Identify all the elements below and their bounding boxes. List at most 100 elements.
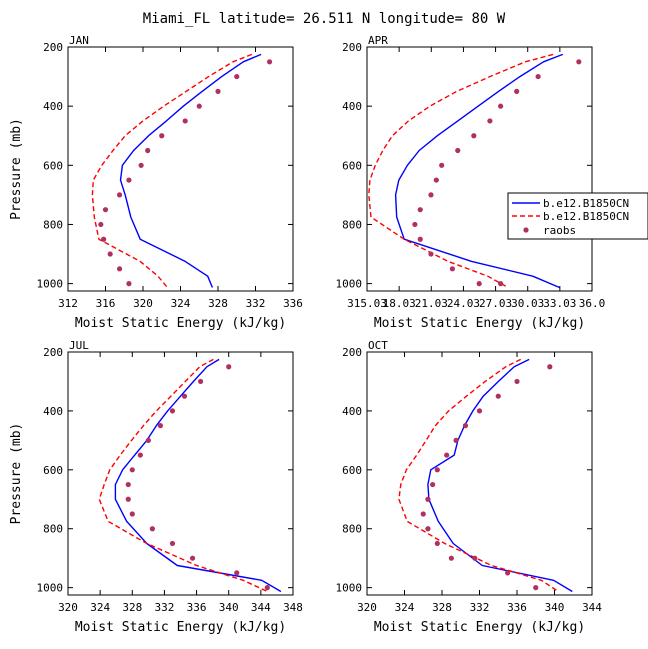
chart-oct: OCT 320 324 328 332 336 340 344 200 400 600 800 1000… — [336, 339, 603, 635]
chart-apr-series-model-solid — [394, 53, 564, 289]
chart-apr-y-tick-label: 400 — [342, 100, 362, 113]
chart-jul: JUL 320 324 328 332 336 340 344 348 200 400 600 800 1… — [9, 339, 303, 635]
chart-oct-series-model-dashed — [398, 358, 559, 593]
chart-jul-y-tick-label: 1000 — [37, 582, 64, 595]
chart-apr-x-tick-label: 33.03 — [543, 297, 576, 310]
chart-jan-plot-frame — [67, 46, 294, 292]
chart-apr-x-tick-label: 21.03 — [415, 297, 448, 310]
chart-jul-y-tick-label: 400 — [43, 405, 63, 418]
chart-jul-raobs-point — [125, 496, 131, 502]
chart-jul-raobs-point — [264, 585, 270, 591]
chart-apr-x-axis-label: Moist Static Energy (kJ/kg) — [374, 316, 585, 331]
chart-oct-raobs-point — [434, 467, 440, 473]
chart-apr-raobs-point — [455, 147, 461, 154]
chart-jan-x-tick-label: 336 — [283, 297, 303, 310]
chart-apr-x-tick-label: 315.03 — [347, 297, 387, 310]
chart-jul-raobs-point — [149, 526, 155, 532]
chart-apr-panel-label: APR — [368, 34, 388, 47]
chart-apr-raobs-point — [428, 192, 434, 198]
chart-apr-series-model-dashed — [368, 53, 554, 289]
chart-oct-raobs-point — [472, 555, 478, 561]
chart-apr-raobs-point — [449, 266, 455, 272]
chart-oct-x-tick-label: 332 — [470, 601, 490, 614]
chart-jul-raobs-point — [181, 393, 188, 399]
chart-oct-raobs-point — [434, 540, 440, 547]
chart-jul-raobs-point — [226, 364, 232, 370]
chart-jan-y-tick-label: 400 — [43, 100, 63, 113]
chart-apr-raobs-point — [498, 103, 504, 109]
chart-apr-y-tick-label: 800 — [342, 218, 362, 231]
chart-apr-raobs-point — [498, 281, 504, 287]
chart-oct-x-tick-label: 320 — [357, 601, 377, 614]
chart-apr-raobs-point — [487, 118, 493, 124]
chart-apr-raobs-point — [428, 251, 434, 257]
chart-jan-raobs-point — [145, 147, 151, 154]
chart-jul-y-tick-label: 200 — [43, 346, 63, 359]
chart-apr-raobs-point — [417, 236, 423, 242]
chart-jul-x-tick-label: 332 — [154, 601, 174, 614]
chart-jul-x-tick-label: 320 — [58, 601, 78, 614]
chart-apr-raobs-point — [412, 221, 418, 228]
chart-jan-series-model-dashed — [91, 53, 253, 288]
chart-apr-x-tick-label: 27.03 — [479, 297, 512, 310]
chart-oct-raobs-point — [448, 555, 454, 561]
chart-jan-raobs-point — [107, 251, 113, 257]
chart-jul-plot-frame — [67, 351, 294, 596]
chart-jan-raobs-point — [215, 88, 221, 94]
chart-apr-plot-frame — [366, 46, 593, 292]
chart-jul-raobs-point — [234, 570, 240, 576]
chart-apr-raobs-point — [514, 88, 520, 94]
chart-apr-raobs-point — [476, 281, 482, 287]
legend: b.e12.B1850CN b.e12.B1850CN raobs — [507, 192, 648, 240]
chart-jan-x-tick-label: 324 — [171, 297, 191, 310]
chart-jul-raobs-point — [157, 423, 164, 429]
chart-jan-raobs-point — [182, 118, 188, 124]
chart-jul-panel-label: JUL — [69, 339, 89, 352]
chart-jul-x-tick-label: 348 — [283, 601, 303, 614]
chart-apr-raobs-point — [576, 59, 582, 65]
chart-oct-x-tick-label: 328 — [432, 601, 452, 614]
panels: JAN 312 316 320 324 328 332 336 200 400 600 800 1000… — [9, 34, 605, 635]
chart-jul-raobs-point — [125, 481, 131, 488]
chart-jul-raobs-point — [145, 437, 151, 443]
chart-jan-x-tick-label: 316 — [96, 297, 116, 310]
chart-jan-y-tick-label: 1000 — [37, 278, 64, 291]
chart-jan-raobs-point — [116, 192, 123, 198]
chart-jan-x-axis-label: Moist Static Energy (kJ/kg) — [75, 316, 286, 331]
chart-jul-raobs-point — [169, 540, 176, 547]
figure-title: Miami_FL latitude= 26.511 N longitude= 8… — [143, 11, 506, 27]
chart-apr-raobs-point — [417, 207, 423, 213]
chart-apr-raobs-point — [439, 162, 445, 168]
chart-jan-x-tick-label: 312 — [58, 297, 78, 310]
chart-oct-raobs-point — [444, 452, 450, 458]
chart-oct-y-tick-label: 600 — [342, 464, 362, 477]
legend-marker-raobs — [523, 227, 529, 233]
chart-jul-y-axis-label: Pressure (mb) — [9, 423, 24, 525]
chart-apr-x-tick-label: 36.0 — [579, 297, 606, 310]
chart-jul-raobs-point — [197, 378, 204, 385]
chart-jan-y-tick-label: 200 — [43, 41, 63, 54]
chart-jul-raobs-point — [189, 555, 196, 561]
chart-jul-series-model-solid — [114, 358, 282, 593]
chart-oct-x-tick-label: 324 — [395, 601, 415, 614]
chart-jan-x-tick-label: 328 — [208, 297, 228, 310]
chart-jul-raobs-point — [129, 467, 135, 473]
chart-jan-raobs-point — [126, 177, 132, 183]
chart-jul-x-tick-label: 340 — [219, 601, 239, 614]
chart-oct-raobs-point — [453, 437, 459, 443]
chart-jan-x-tick-label: 320 — [133, 297, 153, 310]
chart-jan-y-tick-label: 600 — [43, 159, 63, 172]
chart-jul-raobs-point — [129, 511, 135, 517]
chart-oct-y-tick-label: 800 — [342, 523, 362, 536]
legend-label-model-solid: b.e12.B1850CN — [543, 197, 629, 210]
chart-oct-y-tick-label: 400 — [342, 405, 362, 418]
legend-label-raobs: raobs — [543, 224, 576, 237]
chart-jan-raobs-point — [234, 73, 240, 80]
legend-label-model-dashed: b.e12.B1850CN — [543, 210, 629, 223]
chart-jul-x-tick-label: 344 — [251, 601, 271, 614]
chart-oct-raobs-point — [476, 408, 483, 414]
chart-jul-x-tick-label: 324 — [90, 601, 110, 614]
chart-jul-x-axis-label: Moist Static Energy (kJ/kg) — [75, 620, 286, 635]
